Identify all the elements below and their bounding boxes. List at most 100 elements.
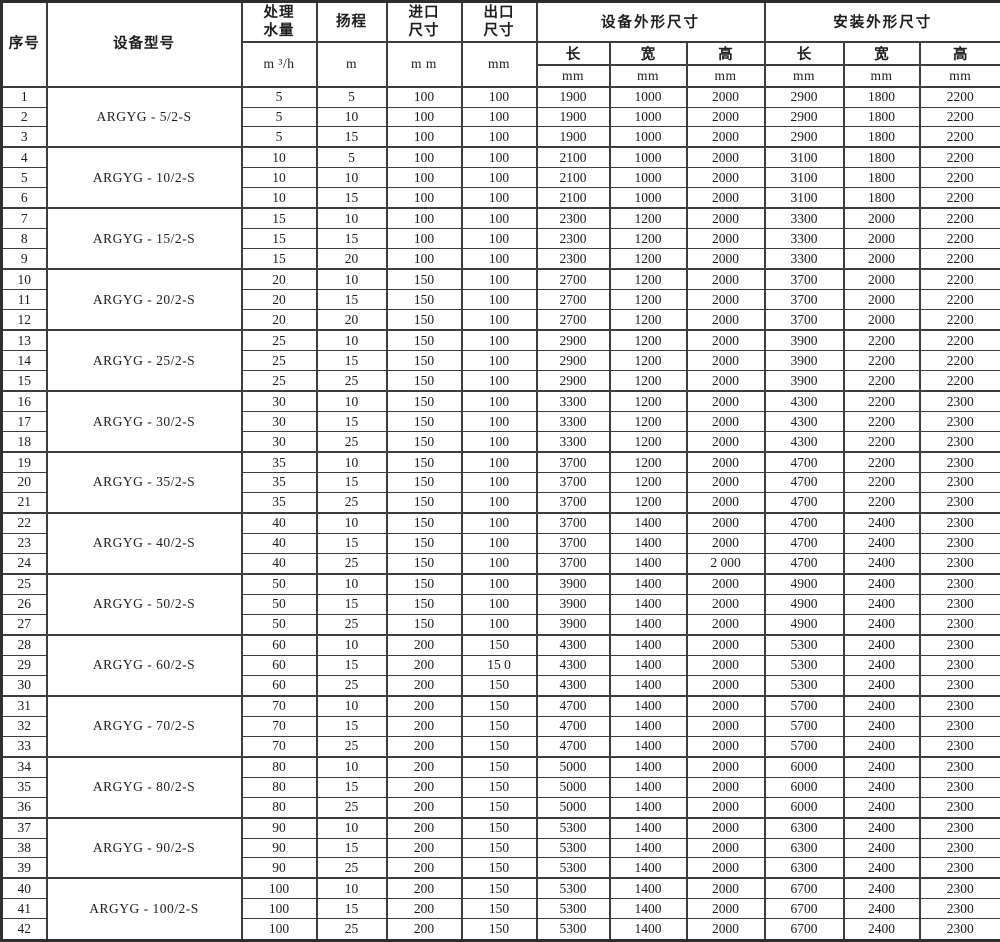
table-row: 16 ARGYG - 30/2-S 30 10 150 100 3300 1200 2000 43… xyxy=(0,390,1000,453)
model-cell: ARGYG - 60/2-S xyxy=(45,633,243,697)
serial-cell: 7 xyxy=(0,207,48,230)
head-cell: 10 xyxy=(315,755,388,778)
equipment-height-cell: 2000 xyxy=(685,187,766,209)
outlet-size-cell: 100 xyxy=(460,572,538,595)
install-height-cell: 2300 xyxy=(918,532,1000,554)
serial-cell: 16 xyxy=(0,390,48,413)
capacity-cell: 25 xyxy=(240,350,318,372)
install-length-cell: 4900 xyxy=(763,613,845,636)
table-row: 28 ARGYG - 60/2-S 60 10 200 150 4300 1400 2000 53… xyxy=(0,633,1000,697)
equipment-length-cell: 4300 xyxy=(535,674,611,697)
inlet-size-cell: 150 xyxy=(385,451,463,474)
equipment-length-cell: 2700 xyxy=(535,268,611,291)
inlet-size-cell: 100 xyxy=(385,146,463,169)
equipment-width-cell: 1400 xyxy=(608,877,688,900)
outlet-size-cell: 150 xyxy=(460,898,538,920)
table-row: 12 20 20 150 100 2700 1200 2000 3700 2000 2200 xyxy=(0,309,1000,331)
serial-cell: 4 xyxy=(0,146,48,169)
model-cell: ARGYG - 30/2-S xyxy=(45,390,243,453)
table-row: 19 ARGYG - 35/2-S 35 10 150 100 3700 1200 2000 47… xyxy=(0,451,1000,514)
head-cell: 10 xyxy=(315,207,388,230)
capacity-cell: 80 xyxy=(240,755,318,778)
capacity-cell: 5 xyxy=(240,85,318,108)
install-length-cell: 5700 xyxy=(763,735,845,758)
header-outlet-unit: mm xyxy=(460,40,538,88)
install-width-cell: 1800 xyxy=(842,187,921,209)
install-length-cell: 6300 xyxy=(763,857,845,879)
capacity-cell: 90 xyxy=(240,816,318,839)
head-cell: 15 xyxy=(315,654,388,676)
head-cell: 25 xyxy=(315,674,388,697)
equipment-height-cell: 2000 xyxy=(685,633,766,656)
equipment-height-cell: 2000 xyxy=(685,877,766,900)
install-width-cell: 1800 xyxy=(842,146,921,169)
table-row: 6 10 15 100 100 2100 1000 2000 3100 1800 2200 xyxy=(0,187,1000,209)
install-height-cell: 2300 xyxy=(918,491,1000,514)
install-width-cell: 2200 xyxy=(842,472,921,493)
equipment-length-cell: 2700 xyxy=(535,289,611,311)
install-height-cell: 2300 xyxy=(918,654,1000,676)
install-width-cell: 2400 xyxy=(842,715,921,737)
outlet-size-cell: 100 xyxy=(460,593,538,615)
outlet-size-cell: 100 xyxy=(460,106,538,128)
table-row: 17 30 15 150 100 3300 1200 2000 4300 2200 2300 xyxy=(0,411,1000,433)
inlet-size-cell: 200 xyxy=(385,674,463,697)
install-height-cell: 2200 xyxy=(918,309,1000,331)
model-cell: ARGYG - 15/2-S xyxy=(45,207,243,270)
table-row: 10 ARGYG - 20/2-S 20 10 150 100 2700 1200 2000 37… xyxy=(0,268,1000,331)
equipment-width-cell: 1400 xyxy=(608,572,688,595)
install-height-cell: 2300 xyxy=(918,431,1000,453)
install-width-cell: 2200 xyxy=(842,329,921,352)
equipment-length-cell: 5300 xyxy=(535,837,611,859)
inlet-size-cell: 200 xyxy=(385,654,463,676)
outlet-size-cell: 150 xyxy=(460,918,538,941)
equipment-length-cell: 3900 xyxy=(535,593,611,615)
install-height-cell: 2300 xyxy=(918,613,1000,636)
header-outlet: 出口 尺寸 xyxy=(460,0,538,43)
equipment-width-cell: 1400 xyxy=(608,532,688,554)
inlet-size-cell: 150 xyxy=(385,268,463,291)
outlet-size-cell: 100 xyxy=(460,126,538,148)
serial-cell: 5 xyxy=(0,167,48,189)
head-cell: 15 xyxy=(315,898,388,920)
table-row: 27 50 25 150 100 3900 1400 2000 4900 2400 2300 xyxy=(0,613,1000,636)
install-width-cell: 2400 xyxy=(842,613,921,636)
equipment-height-cell: 2000 xyxy=(685,613,766,636)
outlet-size-cell: 150 xyxy=(460,776,538,798)
install-length-cell: 6000 xyxy=(763,755,845,778)
capacity-cell: 25 xyxy=(240,370,318,392)
equipment-width-cell: 1000 xyxy=(608,187,688,209)
header-installation-dims-group: 安装外形尺寸 xyxy=(763,0,1000,43)
install-width-cell: 2400 xyxy=(842,694,921,717)
equipment-height-cell: 2000 xyxy=(685,694,766,717)
head-cell: 10 xyxy=(315,106,388,128)
header-row-groups: 序号 设备型号 处理 水量 扬程 进口 尺寸 出口 尺寸 设备外形尺寸 安装外形… xyxy=(0,0,1000,88)
install-length-cell: 6700 xyxy=(763,877,845,900)
model-cell: ARGYG - 40/2-S xyxy=(45,511,243,575)
serial-cell: 38 xyxy=(0,837,48,859)
serial-cell: 9 xyxy=(0,248,48,270)
capacity-cell: 40 xyxy=(240,532,318,554)
header-head-unit: m xyxy=(315,40,388,88)
serial-cell: 23 xyxy=(0,532,48,554)
equipment-width-cell: 1400 xyxy=(608,674,688,697)
head-cell: 10 xyxy=(315,877,388,900)
equipment-height-cell: 2000 xyxy=(685,106,766,128)
head-cell: 15 xyxy=(315,126,388,148)
model-cell: ARGYG - 10/2-S xyxy=(45,146,243,209)
inlet-size-cell: 150 xyxy=(385,390,463,413)
serial-cell: 24 xyxy=(0,552,48,575)
table-row: 34 ARGYG - 80/2-S 80 10 200 150 5000 1400 2000 60… xyxy=(0,755,1000,819)
capacity-cell: 5 xyxy=(240,106,318,128)
inlet-size-cell: 150 xyxy=(385,350,463,372)
equipment-length-cell: 2300 xyxy=(535,248,611,270)
outlet-size-cell: 100 xyxy=(460,167,538,189)
equipment-length-cell: 5300 xyxy=(535,857,611,879)
head-cell: 25 xyxy=(315,735,388,758)
outlet-size-cell: 100 xyxy=(460,491,538,514)
inlet-size-cell: 150 xyxy=(385,431,463,453)
install-width-cell: 2400 xyxy=(842,857,921,879)
equipment-length-cell: 4300 xyxy=(535,633,611,656)
inlet-size-cell: 200 xyxy=(385,796,463,819)
equipment-height-cell: 2000 xyxy=(685,431,766,453)
